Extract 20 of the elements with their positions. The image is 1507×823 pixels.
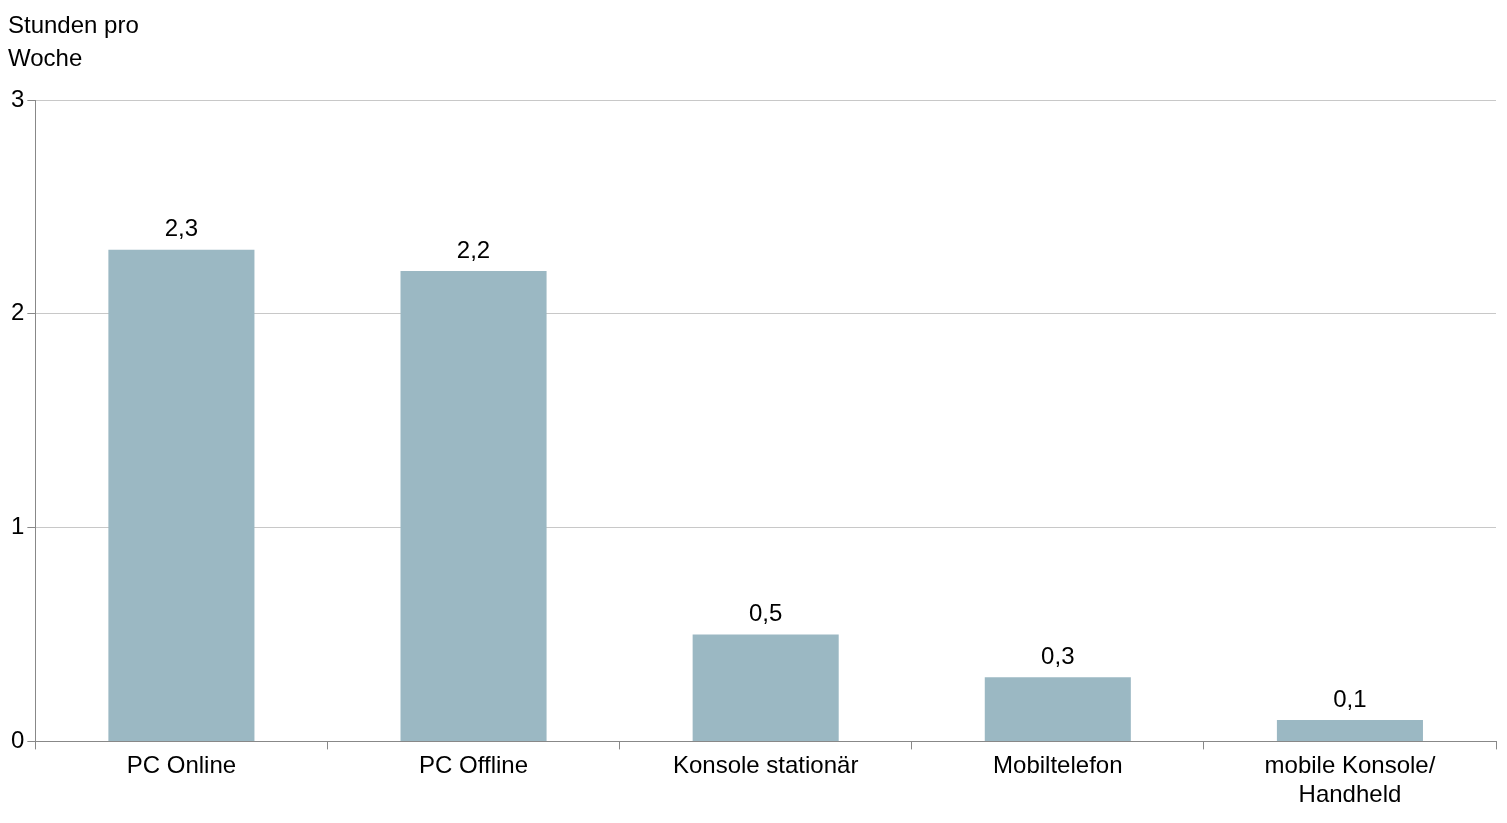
y-tick-label: 0 <box>10 726 25 754</box>
bar <box>108 249 255 741</box>
bar <box>984 677 1131 741</box>
x-tick-label: Mobiltelefon <box>993 751 1123 779</box>
y-tick-label: 1 <box>10 512 25 540</box>
data-label: 2,2 <box>456 235 491 263</box>
data-label: 0,1 <box>1333 684 1367 712</box>
bar <box>1276 720 1423 741</box>
data-label: 2,3 <box>164 214 199 242</box>
bar <box>692 634 839 741</box>
x-tick-label: PC Offline <box>419 751 529 779</box>
bar <box>400 271 547 741</box>
x-tick-label: Konsole stationär <box>672 751 859 779</box>
y-tick-label: 2 <box>10 298 25 326</box>
y-axis-title: Stunden pro Woche <box>8 10 140 73</box>
x-tick-label: PC Online <box>126 751 237 779</box>
y-tick-label: 3 <box>10 84 25 112</box>
x-tick-label: mobile Konsole/ Handheld <box>1264 751 1436 808</box>
data-label: 0,5 <box>748 599 783 627</box>
data-label: 0,3 <box>1041 641 1075 669</box>
